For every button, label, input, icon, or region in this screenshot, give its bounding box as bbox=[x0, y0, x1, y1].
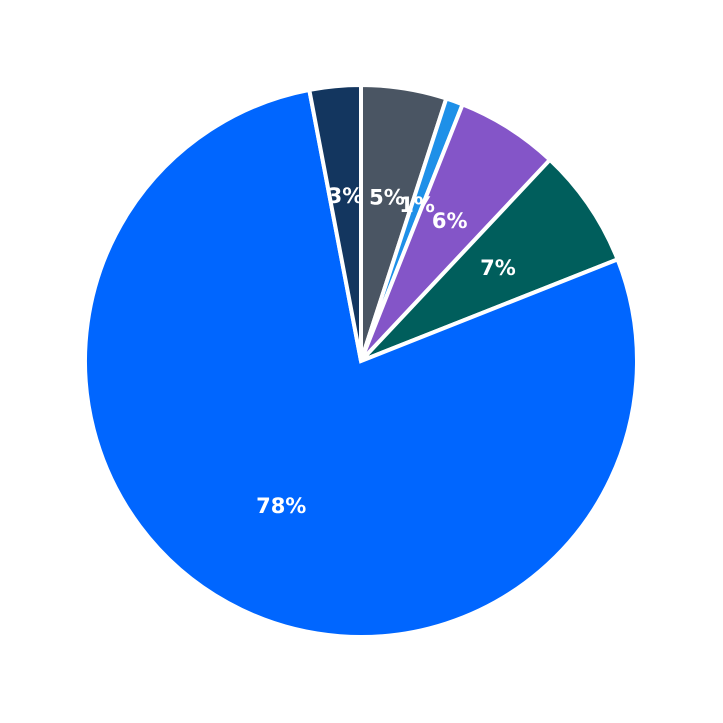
pie-slices bbox=[83, 82, 639, 639]
pie-labels: 5%1%6% 7% 78% 3% bbox=[256, 184, 516, 518]
pie-slice-label-2: 6% bbox=[432, 209, 468, 233]
pie-slice-5 bbox=[306, 82, 363, 362]
pie-slice-label-4: 78% bbox=[256, 494, 306, 518]
pie-slice-label-5: 3% bbox=[328, 184, 364, 208]
pie-slice-label-3: 7% bbox=[480, 256, 516, 280]
pie-slice-label-0: 5% bbox=[369, 185, 405, 209]
pie-slice-3 bbox=[359, 156, 621, 363]
pie-slice-label-1: 1% bbox=[399, 193, 435, 217]
pie-slice-4 bbox=[83, 87, 639, 639]
